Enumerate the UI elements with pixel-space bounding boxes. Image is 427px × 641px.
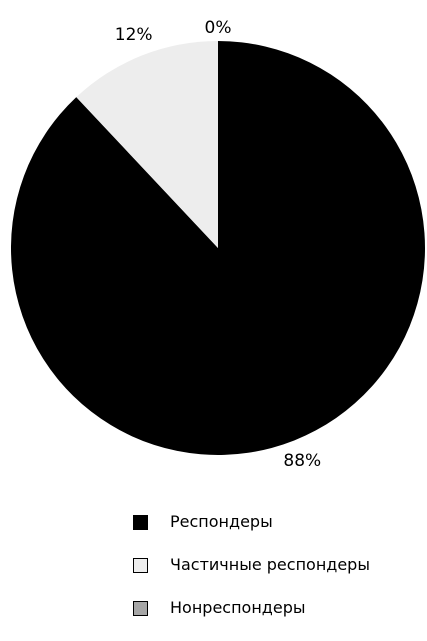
legend-item-responders: Респондеры — [133, 512, 423, 532]
pie-slices — [10, 41, 425, 456]
legend-label-nonresponders: Нонреспондеры — [170, 598, 306, 617]
pie-chart: 88% 12% 0% — [10, 18, 425, 471]
legend-item-partial-responders: Частичные респондеры — [133, 555, 423, 575]
pie-labels: 88% 12% 0% — [115, 18, 321, 471]
pie-label-partial-responders: 12% — [115, 25, 153, 45]
pie-slice-partial-responders — [76, 41, 218, 248]
legend: Респондеры Частичные респондеры Нонреспо… — [133, 512, 423, 641]
legend-item-nonresponders: Нонреспондеры — [133, 598, 423, 618]
pie-slice-responders — [10, 41, 425, 456]
pie-label-responders: 88% — [283, 451, 321, 471]
legend-swatch-nonresponders — [133, 600, 148, 616]
legend-swatch-responders — [133, 514, 148, 530]
legend-label-partial-responders: Частичные респондеры — [170, 555, 370, 574]
legend-swatch-partial-responders — [133, 557, 148, 573]
pie-label-nonresponders: 0% — [205, 18, 232, 38]
legend-label-responders: Респондеры — [170, 512, 273, 531]
